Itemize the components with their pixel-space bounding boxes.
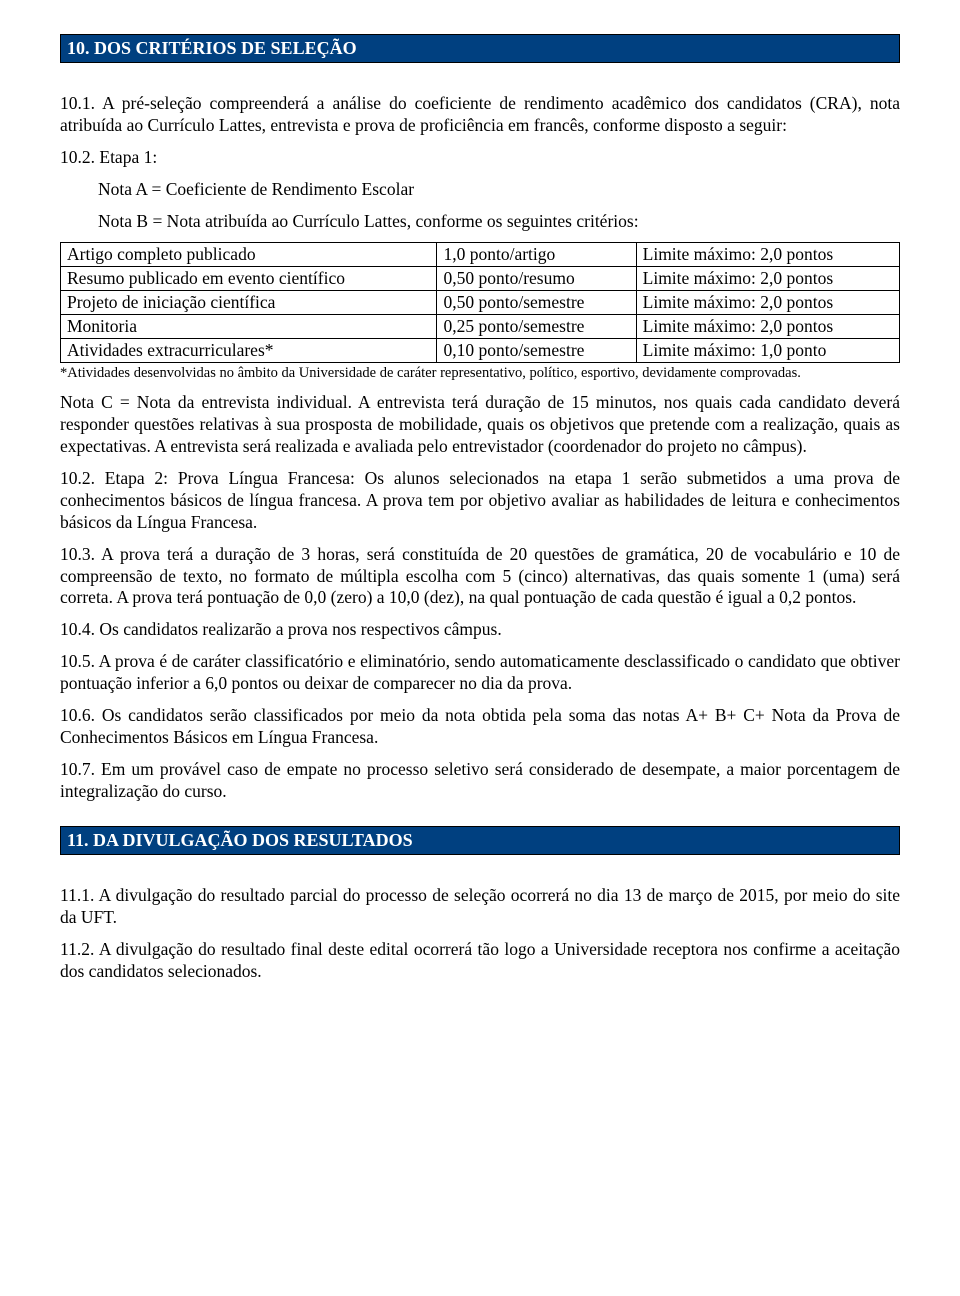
table-cell: 1,0 ponto/artigo <box>437 243 636 267</box>
section-header-11: 11. DA DIVULGAÇÃO DOS RESULTADOS <box>60 826 900 855</box>
table-cell: Monitoria <box>61 315 437 339</box>
table-cell: Limite máximo: 2,0 pontos <box>636 315 899 339</box>
table-cell: 0,50 ponto/resumo <box>437 267 636 291</box>
table-cell: 0,10 ponto/semestre <box>437 339 636 363</box>
paragraph-10-1: 10.1. A pré-seleção compreenderá a análi… <box>60 93 900 137</box>
table-cell: Resumo publicado em evento científico <box>61 267 437 291</box>
table-cell: Limite máximo: 2,0 pontos <box>636 291 899 315</box>
paragraph-10-7: 10.7. Em um provável caso de empate no p… <box>60 759 900 803</box>
table-cell: Artigo completo publicado <box>61 243 437 267</box>
table-row: Atividades extracurriculares* 0,10 ponto… <box>61 339 900 363</box>
table-cell: Limite máximo: 1,0 ponto <box>636 339 899 363</box>
paragraph-10-5: 10.5. A prova é de caráter classificatór… <box>60 651 900 695</box>
nota-b: Nota B = Nota atribuída ao Currículo Lat… <box>98 211 900 233</box>
table-row: Artigo completo publicado 1,0 ponto/arti… <box>61 243 900 267</box>
nota-c: Nota C = Nota da entrevista individual. … <box>60 392 900 458</box>
paragraph-10-2-intro: 10.2. Etapa 1: <box>60 147 900 169</box>
table-cell: Limite máximo: 2,0 pontos <box>636 267 899 291</box>
table-row: Resumo publicado em evento científico 0,… <box>61 267 900 291</box>
criteria-table: Artigo completo publicado 1,0 ponto/arti… <box>60 242 900 363</box>
nota-a: Nota A = Coeficiente de Rendimento Escol… <box>98 179 900 201</box>
paragraph-10-2-etapa2: 10.2. Etapa 2: Prova Língua Francesa: Os… <box>60 468 900 534</box>
table-cell: Projeto de iniciação científica <box>61 291 437 315</box>
table-row: Monitoria 0,25 ponto/semestre Limite máx… <box>61 315 900 339</box>
table-cell: 0,50 ponto/semestre <box>437 291 636 315</box>
table-cell: Atividades extracurriculares* <box>61 339 437 363</box>
table-cell: Limite máximo: 2,0 pontos <box>636 243 899 267</box>
section-header-10: 10. DOS CRITÉRIOS DE SELEÇÃO <box>60 34 900 63</box>
table-row: Projeto de iniciação científica 0,50 pon… <box>61 291 900 315</box>
paragraph-10-4: 10.4. Os candidatos realizarão a prova n… <box>60 619 900 641</box>
table-footnote: *Atividades desenvolvidas no âmbito da U… <box>60 365 900 382</box>
paragraph-10-6: 10.6. Os candidatos serão classificados … <box>60 705 900 749</box>
paragraph-11-1: 11.1. A divulgação do resultado parcial … <box>60 885 900 929</box>
table-cell: 0,25 ponto/semestre <box>437 315 636 339</box>
paragraph-11-2: 11.2. A divulgação do resultado final de… <box>60 939 900 983</box>
paragraph-10-3: 10.3. A prova terá a duração de 3 horas,… <box>60 544 900 610</box>
